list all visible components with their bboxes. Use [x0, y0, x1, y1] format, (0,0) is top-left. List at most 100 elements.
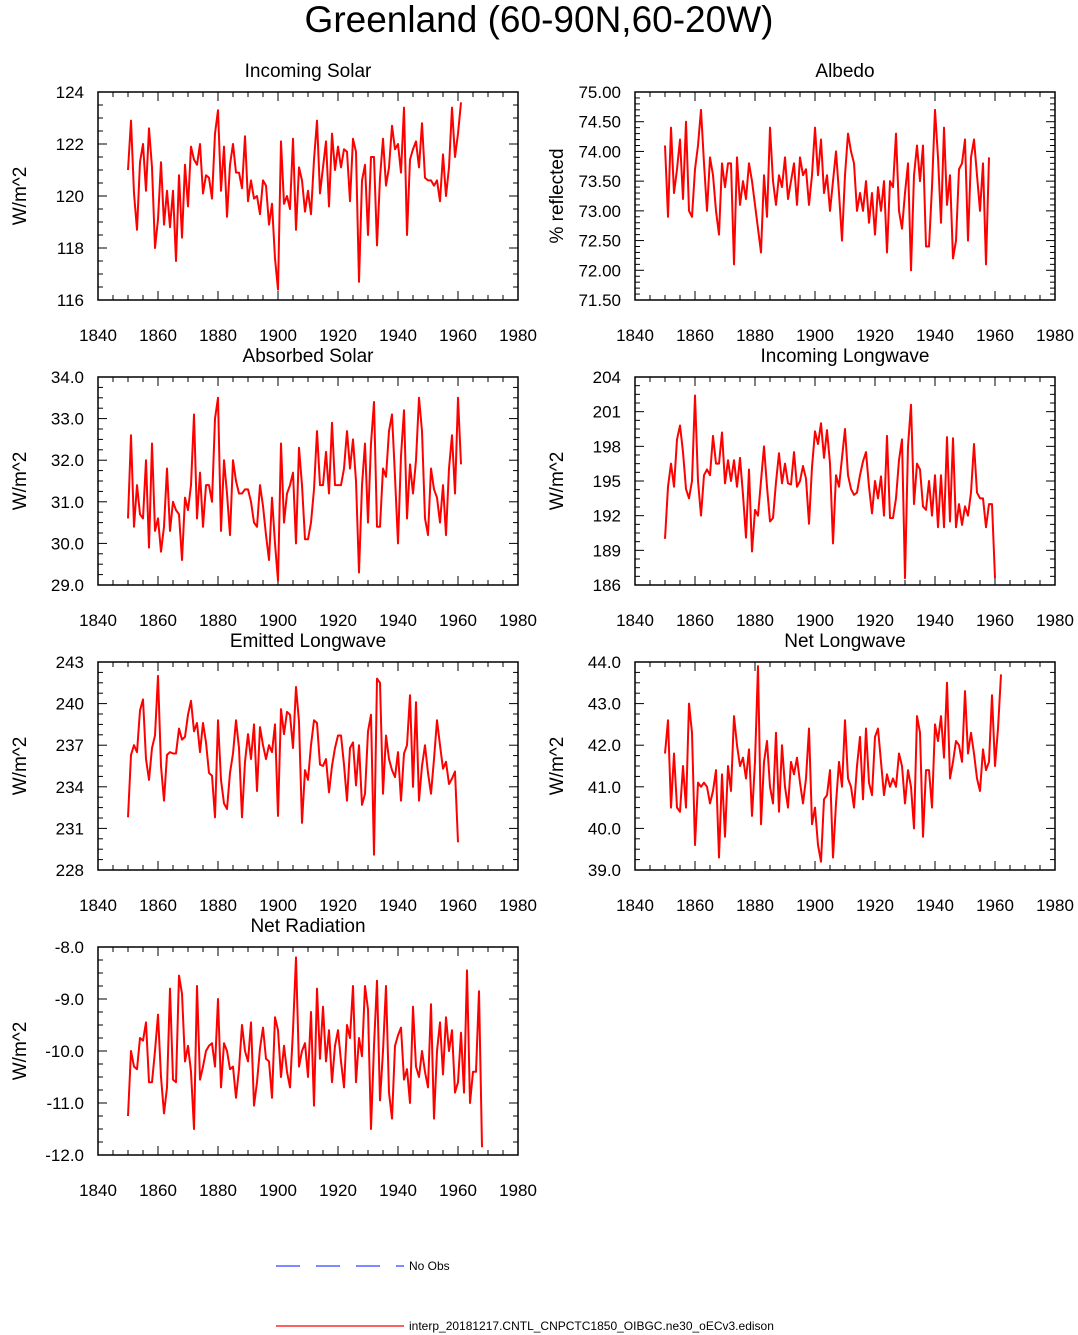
panel-net-radiation: Net Radiation W/m^2 1840 1860 1880 1900 1920 19… — [10, 916, 537, 1200]
y-tick-label: 74.00 — [578, 142, 621, 161]
series-line — [664, 394, 996, 580]
y-tick-label: 73.50 — [578, 172, 621, 191]
x-tick-label: 1920 — [856, 611, 894, 630]
x-tick-label: 1880 — [199, 326, 237, 345]
x-tick-label: 1840 — [79, 896, 117, 915]
x-tick-label: 1880 — [736, 896, 774, 915]
panel-title: Albedo — [815, 61, 874, 82]
panel-emitted-longwave: Emitted Longwave W/m^2 1840 1860 1880 1900 192… — [10, 631, 537, 915]
y-axis-label: W/m^2 — [10, 452, 31, 511]
x-tick-label: 1840 — [79, 1181, 117, 1200]
x-tick-label: 1980 — [499, 1181, 537, 1200]
x-tick-label: 1900 — [259, 611, 297, 630]
x-tick-label: 1860 — [676, 896, 714, 915]
x-tick-label: 1980 — [1036, 611, 1074, 630]
y-tick-label: 234 — [56, 778, 84, 797]
x-tick-label: 1920 — [319, 1181, 357, 1200]
y-tick-label: 186 — [593, 576, 621, 595]
y-tick-label: 72.00 — [578, 261, 621, 280]
x-tick-label: 1860 — [139, 611, 177, 630]
series-line — [127, 956, 483, 1148]
series-line — [664, 108, 990, 272]
y-tick-label: 75.00 — [578, 83, 621, 102]
plot-frame — [634, 661, 1056, 871]
x-tick-label: 1920 — [856, 326, 894, 345]
y-tick-label: 120 — [56, 187, 84, 206]
series-line — [664, 665, 1002, 863]
x-tick-label: 1840 — [616, 326, 654, 345]
x-tick-label: 1860 — [139, 326, 177, 345]
legend-label-model: interp_20181217.CNTL_CNPCTC1850_OIBGC.ne… — [409, 1319, 774, 1333]
y-tick-label: 39.0 — [588, 861, 621, 880]
y-tick-label: 204 — [593, 368, 621, 387]
x-tick-label: 1900 — [259, 896, 297, 915]
x-tick-label: 1840 — [616, 896, 654, 915]
y-axis-label: W/m^2 — [10, 1022, 31, 1081]
y-tick-label: 237 — [56, 736, 84, 755]
y-tick-label: 32.0 — [51, 451, 84, 470]
y-tick-label: 71.50 — [578, 291, 621, 310]
y-tick-label: 74.50 — [578, 113, 621, 132]
x-tick-label: 1960 — [439, 896, 477, 915]
x-tick-label: 1900 — [259, 326, 297, 345]
y-tick-label: -9.0 — [55, 990, 84, 1009]
y-tick-label: 116 — [57, 291, 84, 310]
x-tick-label: 1880 — [199, 1181, 237, 1200]
panel-title: Absorbed Solar — [243, 346, 375, 367]
y-tick-label: 189 — [593, 541, 621, 560]
y-tick-label: 118 — [57, 239, 84, 258]
plot-frame — [634, 376, 1056, 586]
x-tick-label: 1900 — [796, 326, 834, 345]
plot-frame — [97, 661, 519, 871]
x-tick-label: 1920 — [319, 896, 357, 915]
x-tick-label: 1860 — [139, 896, 177, 915]
panel-absorbed-solar: Absorbed Solar W/m^2 1840 1860 1880 1900 1920 1… — [10, 346, 537, 630]
x-tick-label: 1840 — [616, 611, 654, 630]
x-tick-label: 1960 — [976, 611, 1014, 630]
panel-title: Emitted Longwave — [230, 631, 386, 652]
x-tick-label: 1900 — [796, 896, 834, 915]
x-tick-label: 1980 — [499, 326, 537, 345]
plot-frame — [634, 91, 1056, 301]
x-tick-label: 1960 — [439, 326, 477, 345]
x-tick-label: 1920 — [319, 611, 357, 630]
series-line — [127, 396, 462, 582]
x-tick-label: 1880 — [199, 611, 237, 630]
plot-frame — [97, 91, 519, 301]
y-tick-label: 41.0 — [588, 778, 621, 797]
series-line — [127, 674, 459, 856]
plot-frame — [97, 376, 519, 586]
y-tick-label: 31.0 — [51, 493, 84, 512]
x-tick-label: 1880 — [736, 326, 774, 345]
panel-title: Net Longwave — [784, 631, 905, 652]
y-tick-label: 231 — [56, 819, 84, 838]
x-tick-label: 1860 — [139, 1181, 177, 1200]
x-tick-label: 1840 — [79, 326, 117, 345]
y-tick-label: 42.0 — [588, 736, 621, 755]
y-tick-label: 34.0 — [51, 368, 84, 387]
y-axis-label: W/m^2 — [10, 167, 31, 226]
x-tick-label: 1860 — [676, 326, 714, 345]
x-tick-label: 1940 — [379, 611, 417, 630]
x-tick-label: 1960 — [439, 1181, 477, 1200]
x-tick-label: 1860 — [676, 611, 714, 630]
y-tick-label: -12.0 — [45, 1146, 84, 1165]
x-tick-label: 1880 — [736, 611, 774, 630]
y-tick-label: 33.0 — [51, 410, 84, 429]
x-tick-label: 1980 — [499, 611, 537, 630]
y-tick-label: 240 — [56, 695, 84, 714]
x-tick-label: 1980 — [1036, 326, 1074, 345]
y-tick-label: 72.50 — [578, 232, 621, 251]
y-axis-label: % reflected — [547, 148, 568, 243]
x-tick-label: 1940 — [916, 896, 954, 915]
x-tick-label: 1980 — [1036, 896, 1074, 915]
y-tick-label: 192 — [593, 507, 621, 526]
y-axis-label: W/m^2 — [10, 737, 31, 796]
y-tick-label: 73.00 — [578, 202, 621, 221]
y-axis-label: W/m^2 — [547, 737, 568, 796]
y-axis-label: W/m^2 — [547, 452, 568, 511]
series-line — [127, 102, 462, 291]
y-tick-label: 195 — [593, 472, 621, 491]
y-tick-label: -11.0 — [47, 1094, 85, 1113]
panel-title: Incoming Solar — [245, 61, 372, 82]
